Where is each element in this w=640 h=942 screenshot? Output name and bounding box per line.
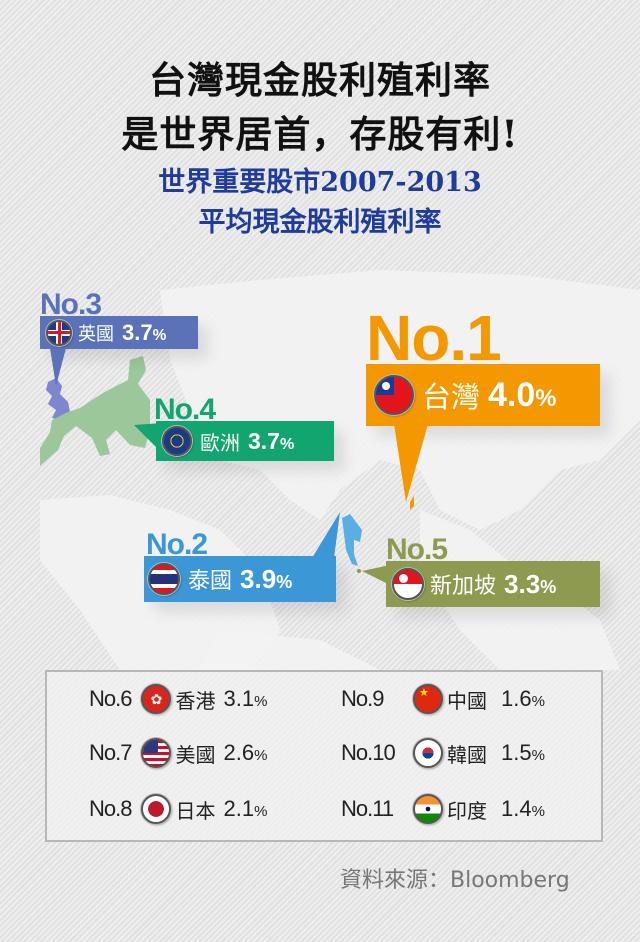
pointer	[50, 348, 66, 386]
rank-label: No.1	[366, 302, 502, 374]
europe-region	[40, 356, 150, 466]
taiwan-flag-icon	[374, 375, 414, 415]
china-flag-icon: ★	[413, 684, 443, 714]
yield-value: 1.4	[501, 796, 532, 821]
rank-label: No.11	[341, 796, 394, 821]
country-name: 英國	[78, 323, 114, 345]
singapore-region	[357, 569, 361, 573]
yield-value: 1.5	[501, 740, 532, 765]
rank-label: No.7	[89, 740, 132, 765]
yield-value: 3.3	[504, 568, 541, 599]
yield-value: 4.0	[488, 375, 536, 414]
country-name: 台灣	[422, 380, 481, 414]
headline-line-2: 是世界居首，存股有利!	[121, 112, 519, 156]
table-row: No.11 印度 1.4%	[341, 794, 545, 824]
uk-flag-icon	[46, 319, 72, 346]
yield-value: 1.6	[501, 686, 532, 711]
table-row: No.8 日本 2.1%	[89, 794, 268, 824]
country-name: 泰國	[188, 569, 233, 594]
thailand-flag-icon	[148, 563, 180, 595]
ranking-table: No.6 ✿ 香港 3.1% No.7 美國 2.6% No.8 日本 2.1%…	[45, 670, 603, 842]
country-name: 新加坡	[430, 574, 497, 599]
rank-label: No.8	[89, 796, 132, 821]
country-name: 歐洲	[200, 430, 240, 455]
eu-flag-icon	[162, 426, 192, 456]
yield-value: 3.1	[223, 686, 255, 711]
uk-region	[46, 378, 70, 420]
pointer	[362, 565, 390, 585]
taiwan-region	[410, 496, 414, 510]
country-name: 日本	[175, 798, 216, 823]
country-name: 韓國	[447, 742, 487, 767]
subtitle-line-2: 平均現金股利殖利率	[198, 207, 442, 238]
thailand-region	[342, 514, 362, 566]
country-name: 中國	[447, 688, 487, 713]
korea-flag-icon	[413, 738, 443, 768]
pointer	[312, 512, 340, 558]
country-name: 美國	[175, 742, 216, 767]
headline-line-1: 台灣現金股利殖利率	[149, 58, 491, 102]
country-name: 印度	[447, 798, 487, 823]
rank-label: No.5	[386, 533, 448, 566]
table-row: No.7 美國 2.6%	[89, 738, 268, 768]
pointer	[394, 424, 428, 502]
japan-flag-icon	[141, 794, 172, 824]
table-row: No.9 ★ 中國 1.6%	[341, 684, 545, 714]
country-name: 香港	[175, 688, 216, 713]
singapore-flag-icon	[392, 568, 424, 600]
rank-label: No.6	[89, 686, 132, 711]
rank-label: No.10	[341, 740, 396, 765]
subtitle-line-1: 世界重要股市2007-2013	[158, 167, 482, 198]
source-note: 資料來源：Bloomberg	[340, 868, 570, 893]
rank-label: No.4	[154, 393, 216, 426]
yield-value: 2.6	[223, 740, 255, 765]
table-row: No.6 ✿ 香港 3.1%	[89, 684, 268, 714]
yield-value: 3.9	[240, 563, 277, 594]
rank-label: No.9	[341, 686, 384, 711]
hong-kong-flag-icon: ✿	[141, 684, 172, 714]
yield-value: 3.7	[248, 427, 280, 454]
yield-value: 3.7	[122, 319, 153, 345]
pointer	[134, 423, 162, 453]
rank-label: No.2	[146, 528, 208, 561]
yield-value: 2.1	[223, 796, 255, 821]
india-flag-icon	[413, 794, 443, 824]
table-row: No.10 韓國 1.5%	[341, 738, 545, 768]
usa-flag-icon	[141, 738, 172, 768]
rank-label: No.3	[40, 288, 102, 321]
